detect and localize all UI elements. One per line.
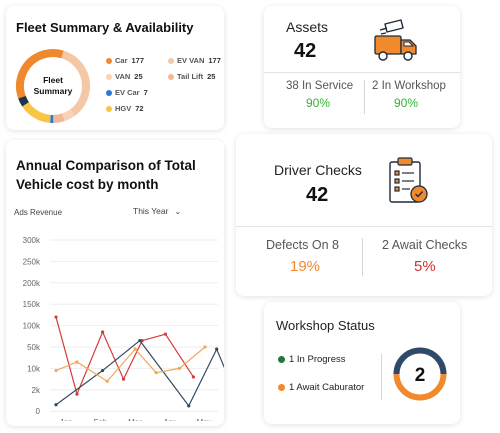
series-point[interactable] bbox=[215, 347, 219, 351]
driver-checks-divider bbox=[236, 226, 492, 227]
legend-dot bbox=[106, 58, 112, 65]
assets-divider-vertical bbox=[364, 80, 365, 114]
series-point[interactable] bbox=[105, 379, 109, 383]
status-dot-orange bbox=[278, 383, 285, 391]
in-workshop-label: 2 In Workshop bbox=[372, 80, 446, 92]
annual-line-chart[interactable]: 0 2k 10k 50k 100k 150k 200k 250k 300k Jan Feb Mar A… bbox=[6, 226, 224, 421]
x-tick-label: Apr bbox=[163, 418, 176, 421]
driver-checks-count: 42 bbox=[306, 184, 329, 206]
in-service-label: 38 In Service bbox=[286, 80, 354, 92]
legend-dot bbox=[168, 58, 174, 65]
y-tick-label: 100k bbox=[23, 322, 41, 331]
fleet-summary-title: Fleet Summary & Availability bbox=[16, 20, 194, 35]
series-point[interactable] bbox=[203, 345, 207, 349]
donut-segment-other[interactable] bbox=[13, 46, 93, 126]
await-checks-percent: 5% bbox=[414, 258, 436, 275]
workshop-status-title: Workshop Status bbox=[276, 318, 375, 333]
status-dot-green bbox=[278, 355, 285, 363]
series-point[interactable] bbox=[138, 338, 142, 343]
series-point[interactable] bbox=[154, 371, 158, 375]
y-tick-label: 50k bbox=[27, 343, 41, 352]
chevron-down-icon: ⌄ bbox=[174, 207, 182, 216]
legend-dot bbox=[106, 90, 112, 97]
x-tick-label: Mar bbox=[128, 418, 142, 421]
period-value: This Year bbox=[133, 206, 169, 216]
series-point[interactable] bbox=[133, 347, 137, 351]
await-checks-label: 2 Await Checks bbox=[382, 238, 468, 252]
period-dropdown[interactable]: This Year ⌄ bbox=[133, 206, 181, 216]
series-point[interactable] bbox=[191, 375, 195, 379]
series-point[interactable] bbox=[140, 338, 144, 343]
workshop-count-ring: 2 bbox=[393, 347, 447, 401]
legend-dot bbox=[168, 74, 174, 81]
workshop-divider-vertical bbox=[381, 354, 382, 400]
truck-icon bbox=[374, 19, 417, 61]
workshop-count: 2 bbox=[415, 365, 426, 386]
annual-comparison-card: Annual Comparison of Total Vehicle cost … bbox=[6, 140, 224, 426]
y-tick-label: 300k bbox=[23, 236, 41, 245]
series-line-1[interactable] bbox=[55, 339, 224, 407]
series-point[interactable] bbox=[54, 403, 58, 407]
x-tick-label: Jan bbox=[60, 418, 73, 421]
series-point[interactable] bbox=[187, 404, 191, 408]
legend-item-hgv: HGV 72 bbox=[106, 104, 144, 113]
series-point[interactable] bbox=[75, 392, 79, 396]
legend-item-ev-car: EV Car 7 bbox=[106, 88, 148, 97]
y-tick-label: 0 bbox=[36, 407, 41, 416]
y-tick-label: 250k bbox=[23, 257, 41, 266]
workshop-await: 1 Await Caburator bbox=[278, 382, 364, 393]
x-tick-label: May bbox=[196, 418, 211, 421]
legend-item-ev-van: EV VAN 177 bbox=[168, 56, 221, 65]
donut-segment-ev-van[interactable] bbox=[13, 46, 93, 126]
annual-comparison-title: Annual Comparison of Total Vehicle cost … bbox=[16, 158, 196, 192]
series-point[interactable] bbox=[121, 377, 126, 381]
series-label: Ads Revenue bbox=[14, 208, 63, 217]
y-tick-label: 10k bbox=[27, 364, 41, 373]
clipboard-check-icon bbox=[389, 157, 428, 203]
workshop-status-card[interactable]: Workshop Status 1 In Progress 1 Await Ca… bbox=[264, 302, 460, 424]
series-point[interactable] bbox=[177, 366, 182, 370]
defects-percent: 19% bbox=[290, 258, 321, 275]
y-tick-label: 2k bbox=[32, 386, 41, 395]
donut-segment-van[interactable] bbox=[13, 46, 93, 126]
donut-center-label-2: Summary bbox=[34, 86, 73, 96]
assets-card[interactable]: Assets 42 38 In Service 90% 2 In Worksho… bbox=[264, 6, 460, 128]
series-point[interactable] bbox=[75, 360, 79, 364]
series-line-0[interactable] bbox=[55, 316, 194, 396]
legend-dot bbox=[106, 106, 112, 113]
series-point[interactable] bbox=[100, 330, 105, 334]
series-point[interactable] bbox=[163, 332, 168, 336]
legend-item-tail-lift: Tail Lift 25 bbox=[168, 72, 215, 81]
fleet-summary-card: Fleet Summary & Availability Fleet Summa… bbox=[6, 6, 224, 130]
donut-center-label-1: Fleet bbox=[43, 75, 63, 85]
series-point[interactable] bbox=[54, 315, 58, 319]
defects-label: Defects On 8 bbox=[266, 238, 339, 252]
x-tick-label: Feb bbox=[94, 418, 108, 421]
y-tick-label: 150k bbox=[23, 300, 41, 309]
y-tick-label: 200k bbox=[23, 279, 41, 288]
workshop-in-progress: 1 In Progress bbox=[278, 354, 346, 365]
assets-count: 42 bbox=[294, 40, 317, 62]
series-point[interactable] bbox=[54, 368, 58, 373]
driver-checks-card[interactable]: Driver Checks 42 Defects On 8 19% 2 Awai… bbox=[236, 134, 492, 296]
series-point[interactable] bbox=[100, 368, 105, 373]
legend-item-van: VAN 25 bbox=[106, 72, 143, 81]
assets-divider bbox=[264, 72, 460, 73]
driver-checks-label: Driver Checks bbox=[274, 162, 362, 178]
assets-label: Assets bbox=[286, 19, 329, 35]
in-workshop-percent: 90% bbox=[394, 96, 419, 110]
legend-item-car: Car 177 bbox=[106, 56, 144, 65]
fleet-donut-chart[interactable]: Fleet Summary bbox=[13, 46, 93, 126]
driver-checks-divider-vertical bbox=[362, 238, 363, 276]
in-service-percent: 90% bbox=[306, 96, 331, 110]
legend-dot bbox=[106, 74, 112, 81]
